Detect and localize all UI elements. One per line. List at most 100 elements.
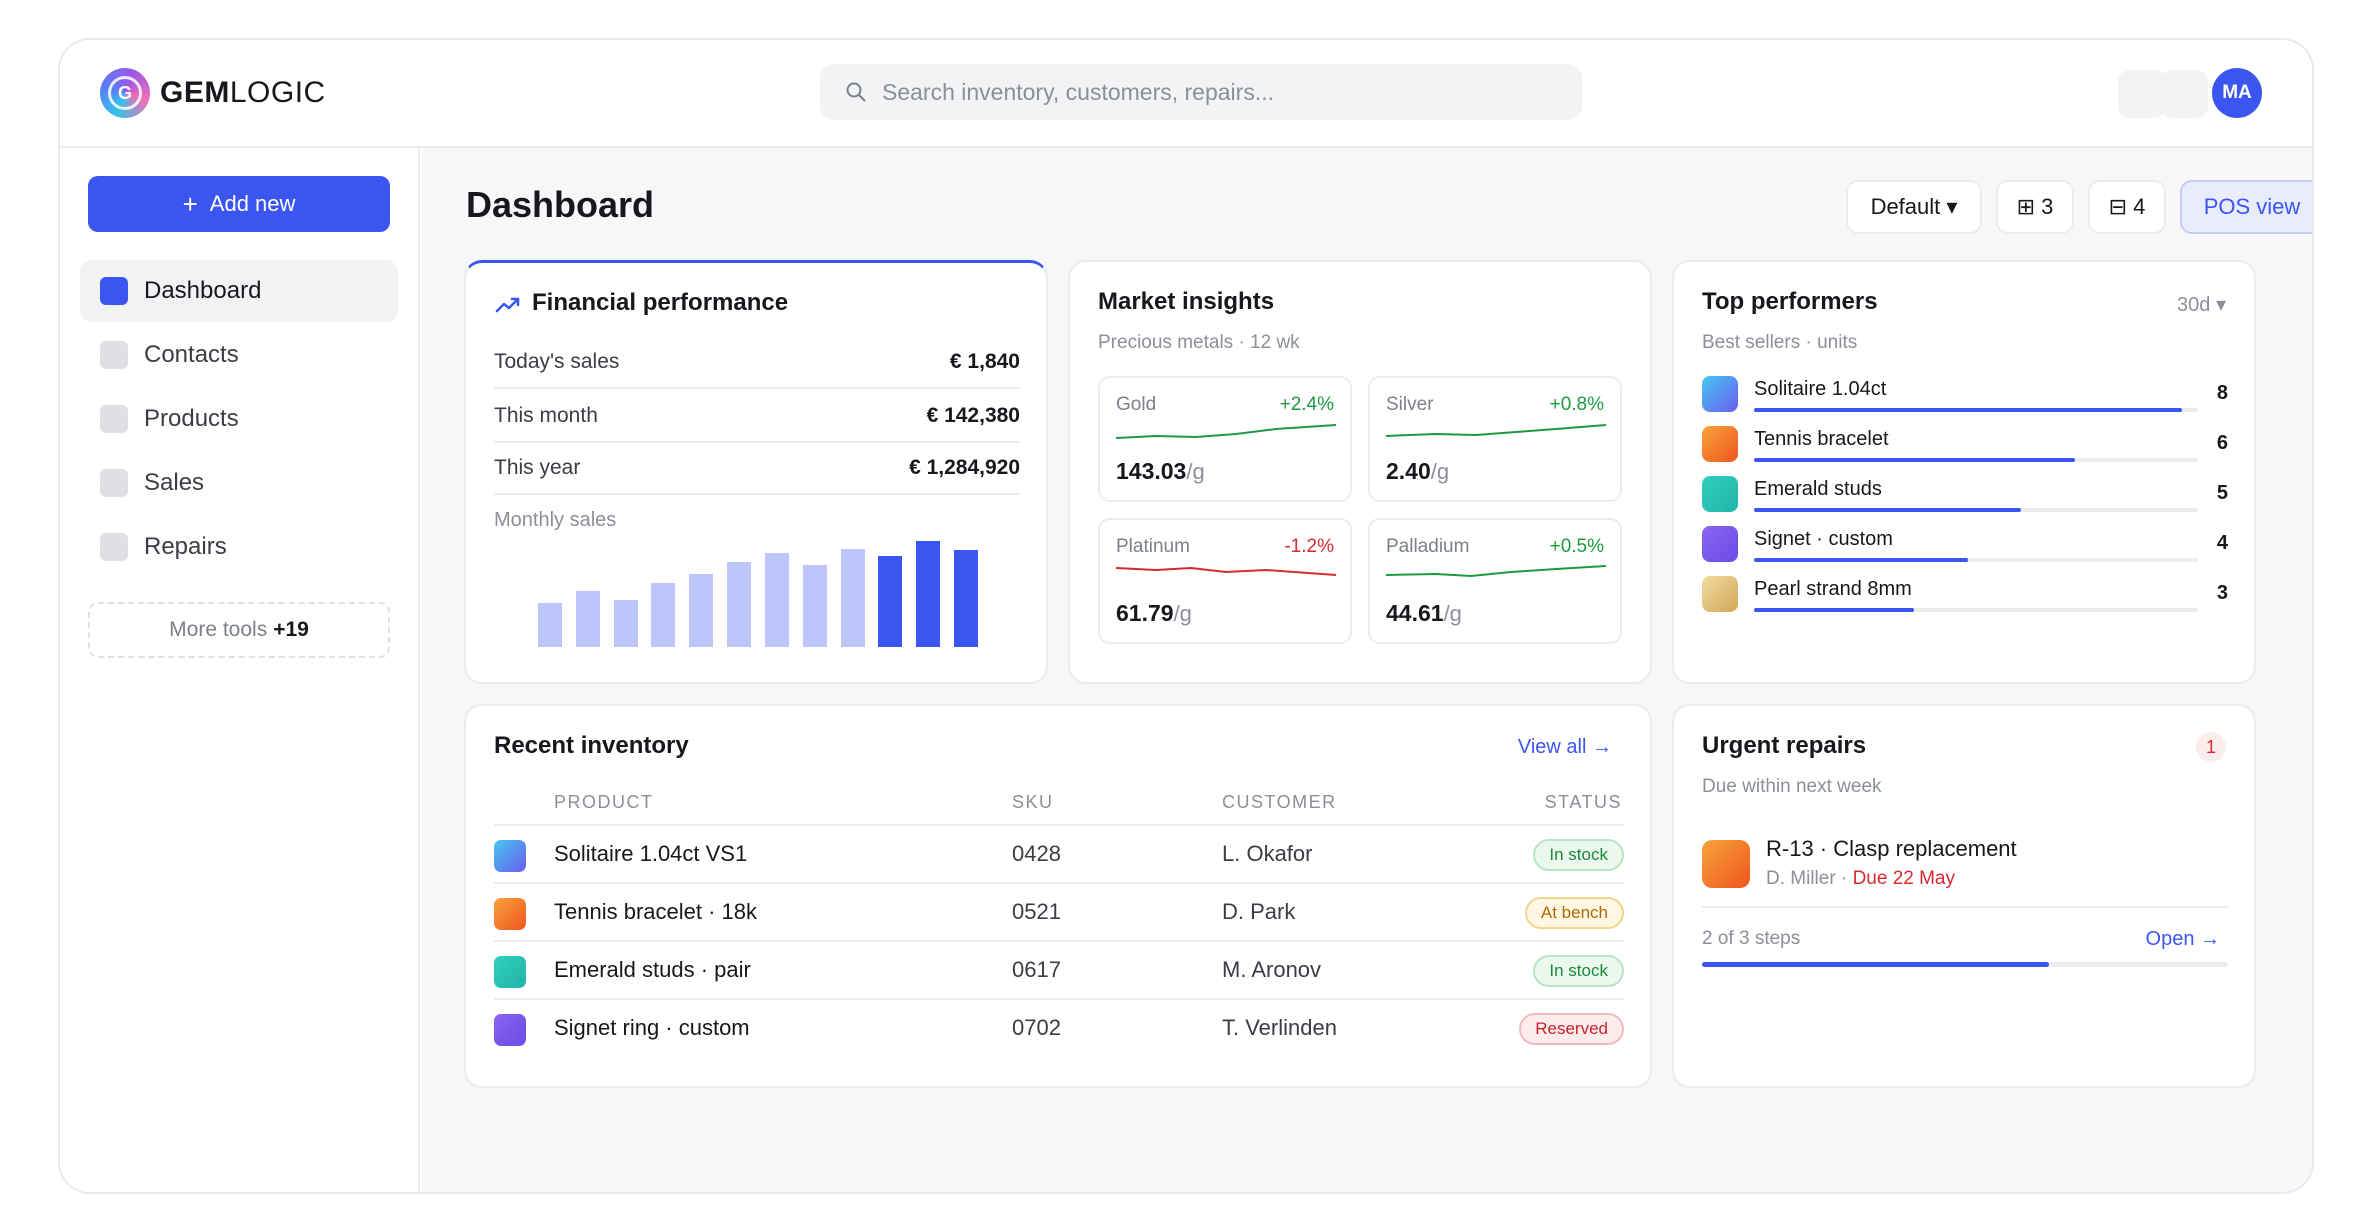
sidebar-item-label: Products: [144, 405, 239, 432]
product-thumbnail: [494, 898, 526, 930]
dashboard-icon: [100, 277, 128, 305]
recent-inventory-card: Recent inventory View all → PRODUCT SKU …: [464, 704, 1652, 1088]
status-badge: At bench: [1524, 897, 1624, 929]
sidebar-item-repairs[interactable]: Repairs: [80, 516, 398, 578]
search-icon: [846, 82, 866, 102]
repair-meta: D. Miller · Due 22 May: [1766, 868, 1956, 889]
product-thumbnail: [1702, 526, 1738, 562]
card-subtitle: Due within next week: [1702, 776, 1882, 797]
logo-mark-icon: G: [100, 68, 150, 118]
products-icon: [100, 405, 128, 433]
monthly-sales-bar[interactable]: [538, 603, 562, 647]
grid-3-button[interactable]: ⊞ 3: [1996, 180, 2074, 234]
pos-view-button[interactable]: POS view: [2180, 180, 2312, 234]
monthly-sales-bar[interactable]: [840, 549, 865, 647]
plus-icon: +: [182, 189, 198, 219]
contacts-icon: [100, 341, 128, 369]
sidebar-item-label: Dashboard: [144, 277, 262, 304]
monthly-sales-bar[interactable]: [727, 562, 752, 647]
trending-up-icon: [495, 297, 520, 313]
grid-4-button[interactable]: ⊟ 4: [2088, 180, 2166, 234]
monthly-sales-chart: [538, 537, 978, 647]
monthly-sales-bar[interactable]: [764, 553, 789, 647]
performer-row[interactable]: Tennis bracelet 6: [1702, 426, 2228, 476]
card-title: Market insights: [1098, 288, 1275, 315]
sidebar-item-products[interactable]: Products: [80, 388, 398, 450]
fin-row-year: This year € 1,284,920: [494, 443, 1020, 495]
sidebar-nav: Dashboard Contacts Products Sales Repair…: [80, 260, 398, 580]
more-tools-count: +19: [273, 618, 309, 641]
product-thumbnail: [1702, 476, 1738, 512]
product-thumbnail: [494, 1014, 526, 1046]
sidebar-item-label: Repairs: [144, 533, 227, 560]
card-title: Top performers: [1702, 288, 1878, 315]
metal-tile-platinum[interactable]: Platinum -1.2% 61.79/g: [1098, 518, 1352, 644]
sales-icon: [100, 469, 128, 497]
top-performers-card: Top performers 30d ▾ Best sellers · unit…: [1672, 260, 2256, 684]
monthly-sales-bar[interactable]: [689, 574, 714, 647]
card-subtitle: Best sellers · units: [1702, 332, 1858, 353]
brand-name: GEMLOGIC: [160, 76, 326, 109]
due-date: Due 22 May: [1852, 868, 1956, 889]
table-row[interactable]: Solitaire 1.04ct VS1 0428 L. Okafor In s…: [494, 824, 1624, 882]
monthly-sales-bar[interactable]: [954, 550, 978, 647]
search-input[interactable]: [882, 78, 1542, 106]
user-avatar[interactable]: MA: [2212, 68, 2262, 118]
status-badge: Reserved: [1519, 1013, 1624, 1045]
table-row[interactable]: Emerald studs · pair 0617 M. Aronov In s…: [494, 940, 1624, 998]
more-tools-button[interactable]: More tools +19: [88, 602, 390, 658]
monthly-sales-bar[interactable]: [802, 565, 827, 647]
status-badge: In stock: [1533, 839, 1624, 871]
status-badge: In stock: [1533, 955, 1624, 987]
header-action-button-1[interactable]: [2118, 70, 2166, 118]
view-all-link[interactable]: View all →: [1517, 736, 1612, 758]
sidebar-item-dashboard[interactable]: Dashboard: [80, 260, 398, 322]
product-thumbnail: [1702, 576, 1738, 612]
open-repair-link[interactable]: Open →: [2145, 928, 2220, 950]
monthly-sales-bar[interactable]: [878, 556, 903, 647]
fin-row-today: Today's sales € 1,840: [494, 337, 1020, 389]
range-dropdown[interactable]: 30d ▾: [2177, 294, 2226, 316]
sparkline: [1116, 566, 1336, 576]
steps-progress-bar: [1702, 962, 2228, 967]
logo[interactable]: G GEMLOGIC: [100, 68, 326, 118]
layout-dropdown[interactable]: Default ▾: [1846, 180, 1982, 234]
product-thumbnail: [1702, 426, 1738, 462]
add-new-button[interactable]: + Add new: [88, 176, 390, 232]
metal-tile-gold[interactable]: Gold +2.4% 143.03/g: [1098, 376, 1352, 502]
repair-title[interactable]: R-13 · Clasp replacement: [1766, 836, 2017, 861]
monthly-sales-label: Monthly sales: [494, 509, 617, 531]
monthly-sales-bar[interactable]: [651, 583, 676, 647]
header-action-button-2[interactable]: [2160, 70, 2208, 118]
card-title: Recent inventory: [494, 732, 689, 759]
metal-tile-silver[interactable]: Silver +0.8% 2.40/g: [1368, 376, 1622, 502]
performer-row[interactable]: Pearl strand 8mm 3: [1702, 576, 2228, 626]
performer-row[interactable]: Emerald studs 5: [1702, 476, 2228, 526]
performer-row[interactable]: Signet · custom 4: [1702, 526, 2228, 576]
main-content: Dashboard Default ▾ ⊞ 3 ⊟ 4 POS view Fin…: [422, 148, 2312, 1192]
financial-performance-card: Financial performance Today's sales € 1,…: [464, 260, 1048, 684]
monthly-sales-bar[interactable]: [575, 591, 600, 647]
product-thumbnail: [494, 840, 526, 872]
column-header[interactable]: STATUS: [1544, 792, 1622, 812]
search-bar[interactable]: [820, 64, 1582, 120]
sparkline: [1386, 424, 1606, 437]
column-header[interactable]: SKU: [1012, 792, 1054, 812]
monthly-sales-bar[interactable]: [916, 541, 941, 647]
product-thumbnail: [494, 956, 526, 988]
metal-tile-palladium[interactable]: Palladium +0.5% 44.61/g: [1368, 518, 1622, 644]
add-new-label: Add new: [209, 191, 296, 216]
sidebar-item-contacts[interactable]: Contacts: [80, 324, 398, 386]
performer-row[interactable]: Solitaire 1.04ct 8: [1702, 376, 2228, 426]
divider: [1702, 906, 2228, 908]
card-title: Financial performance: [532, 289, 789, 316]
column-header[interactable]: CUSTOMER: [1222, 792, 1337, 812]
table-row[interactable]: Signet ring · custom 0702 T. Verlinden R…: [494, 998, 1624, 1056]
fin-row-month: This month € 142,380: [494, 391, 1020, 443]
product-thumbnail: [1702, 376, 1738, 412]
repairs-icon: [100, 533, 128, 561]
column-header[interactable]: PRODUCT: [554, 792, 654, 812]
sidebar-item-sales[interactable]: Sales: [80, 452, 398, 514]
monthly-sales-bar[interactable]: [613, 600, 638, 647]
table-row[interactable]: Tennis bracelet · 18k 0521 D. Park At be…: [494, 882, 1624, 940]
